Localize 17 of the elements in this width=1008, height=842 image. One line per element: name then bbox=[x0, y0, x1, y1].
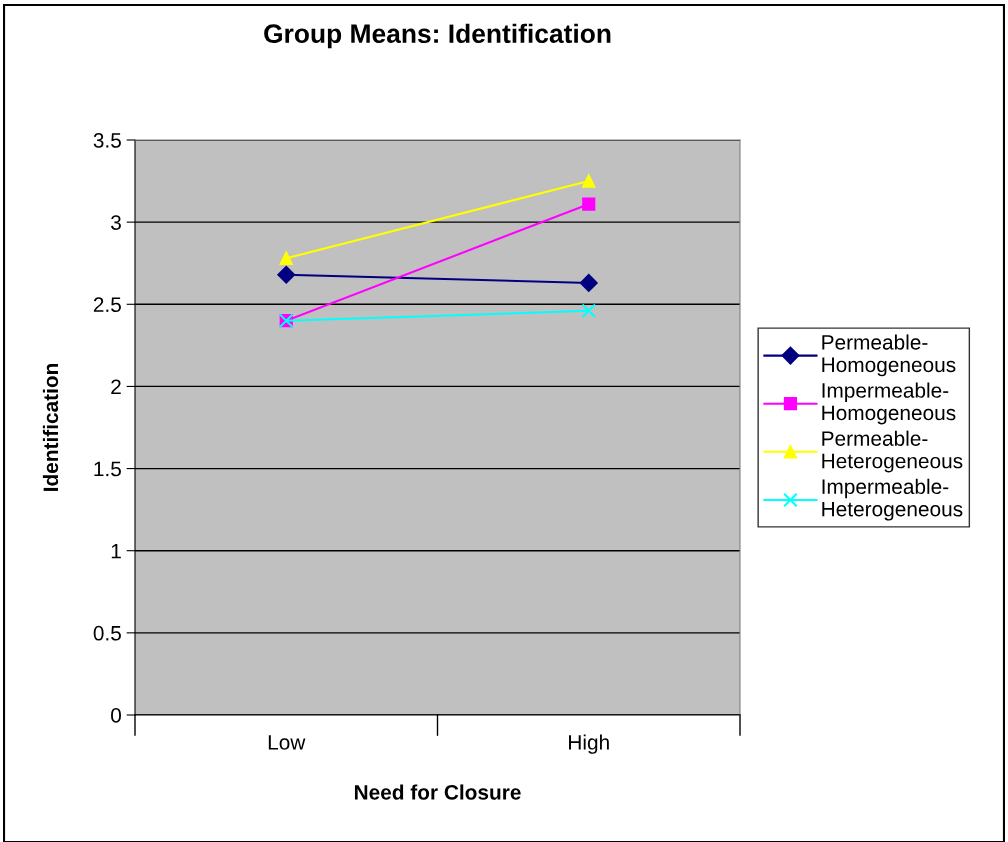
legend-label: Impermeable-Heterogeneous bbox=[822, 478, 963, 521]
chart-title: Group Means: Identification bbox=[264, 23, 611, 49]
y-axis-title: Identification bbox=[42, 363, 59, 491]
x-tick-label: High bbox=[569, 734, 609, 754]
y-tick-label: 0 bbox=[111, 708, 121, 723]
y-tick-label: 1 bbox=[111, 543, 121, 559]
legend-label: Impermeable-Homogeneous bbox=[822, 382, 956, 425]
y-tick-label: 0.5 bbox=[93, 625, 121, 641]
legend-label: Permeable-Heterogeneous bbox=[822, 430, 963, 473]
x-axis-title: Need for Closure bbox=[354, 784, 521, 800]
y-tick-label: 2.5 bbox=[93, 297, 121, 313]
x-tick-label: Low bbox=[268, 735, 306, 750]
y-tick-label: 1.5 bbox=[94, 461, 121, 477]
y-tick-label: 3 bbox=[111, 215, 121, 230]
y-tick-label: 2 bbox=[111, 379, 121, 394]
y-tick-label: 3.5 bbox=[93, 133, 121, 148]
legend-label: Permeable-Homogeneous bbox=[822, 334, 956, 377]
